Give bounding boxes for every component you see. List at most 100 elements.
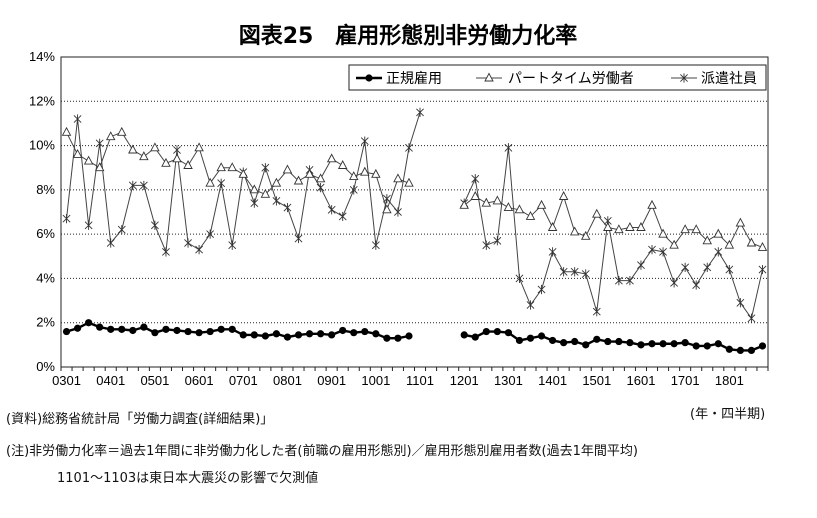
x-tick-label: 1501 [582, 373, 611, 388]
y-tick-label: 6% [36, 226, 55, 241]
data-point [371, 240, 380, 250]
data-point [62, 327, 71, 336]
data-point [338, 211, 347, 222]
data-point [504, 329, 512, 337]
data-point [282, 164, 293, 174]
data-point [615, 337, 623, 346]
data-point [536, 199, 547, 209]
data-point [714, 340, 722, 348]
data-point [416, 107, 424, 117]
data-point [315, 173, 326, 183]
data-point [747, 346, 756, 354]
data-point [692, 342, 700, 350]
data-point [260, 188, 271, 198]
legend-item: パートタイム労働者 [476, 71, 634, 87]
data-point [283, 202, 292, 213]
data-point [492, 195, 503, 205]
data-point [625, 222, 635, 231]
data-point [484, 72, 494, 82]
x-axis-unit-label: (年・四半期) [690, 407, 766, 422]
x-tick-label: 1101 [406, 373, 434, 388]
series-line [463, 330, 763, 352]
data-point [183, 160, 193, 169]
data-point [150, 220, 159, 230]
data-point [526, 334, 535, 342]
data-point [514, 204, 525, 214]
y-tick-label: 8% [36, 182, 55, 197]
gridlines [60, 56, 769, 368]
data-point [460, 331, 468, 339]
definition-note: (注)非労働力化率＝過去1年間に非労働力化した者(前職の雇用形態別)／雇用形態別… [6, 444, 638, 459]
x-tick-label: 1301 [494, 373, 523, 388]
data-point [636, 222, 646, 231]
data-point [482, 327, 490, 336]
x-tick-label: 1601 [627, 373, 656, 388]
plot-frame [60, 56, 769, 368]
data-point [337, 160, 348, 169]
data-point [184, 327, 192, 336]
data-point [691, 224, 701, 234]
legend-item: 正規雇用 [356, 70, 442, 87]
data-point [637, 341, 645, 349]
data-point [626, 339, 634, 347]
data-point [294, 331, 303, 339]
data-point [537, 332, 546, 340]
data-point [592, 208, 602, 218]
data-point [405, 332, 413, 340]
data-point [582, 341, 590, 349]
legend-label: 正規雇用 [386, 70, 442, 87]
x-tick-label: 1801 [715, 373, 744, 388]
data-point [659, 247, 667, 257]
x-tick-label: 1001 [361, 373, 390, 388]
source-note: (資料)総務省統計局「労働力調査(詳細結果)」 [6, 412, 274, 427]
data-point [526, 300, 535, 310]
data-point [271, 177, 282, 187]
data-point [294, 233, 303, 244]
data-point [593, 335, 601, 343]
data-point [714, 247, 723, 257]
data-point [680, 224, 690, 234]
y-tick-label: 10% [29, 138, 55, 153]
data-point [680, 73, 688, 83]
data-point [558, 191, 569, 200]
x-tick-label: 0301 [52, 373, 81, 388]
data-point [205, 177, 215, 187]
data-point [681, 262, 690, 272]
data-point [547, 222, 558, 231]
series-circle [62, 319, 767, 354]
data-point [493, 236, 502, 246]
data-point [648, 340, 656, 348]
data-point [515, 336, 524, 345]
data-point [625, 276, 634, 286]
data-point [250, 198, 259, 208]
data-point [118, 325, 126, 333]
data-point [72, 148, 83, 158]
data-point [537, 284, 546, 295]
data-point [404, 177, 414, 187]
y-tick-label: 14% [29, 49, 55, 64]
data-point [681, 339, 689, 347]
data-point [173, 326, 181, 335]
data-point [107, 325, 115, 333]
data-point [746, 237, 757, 247]
data-point [383, 334, 391, 342]
series-triangle [61, 126, 768, 251]
data-point [206, 327, 214, 336]
data-point [194, 142, 204, 152]
data-point [172, 153, 182, 163]
data-point [580, 230, 591, 240]
data-point [261, 332, 269, 340]
data-point [604, 337, 612, 346]
data-point [73, 114, 82, 124]
data-point [217, 325, 225, 333]
data-point [327, 205, 336, 215]
series-line [463, 147, 763, 320]
data-point [228, 240, 237, 250]
x-tick-label: 0501 [140, 373, 169, 388]
data-point [339, 326, 347, 335]
data-point [238, 168, 249, 178]
data-point [117, 126, 127, 136]
data-point [84, 220, 93, 230]
data-point [62, 214, 71, 224]
data-point [702, 235, 712, 245]
